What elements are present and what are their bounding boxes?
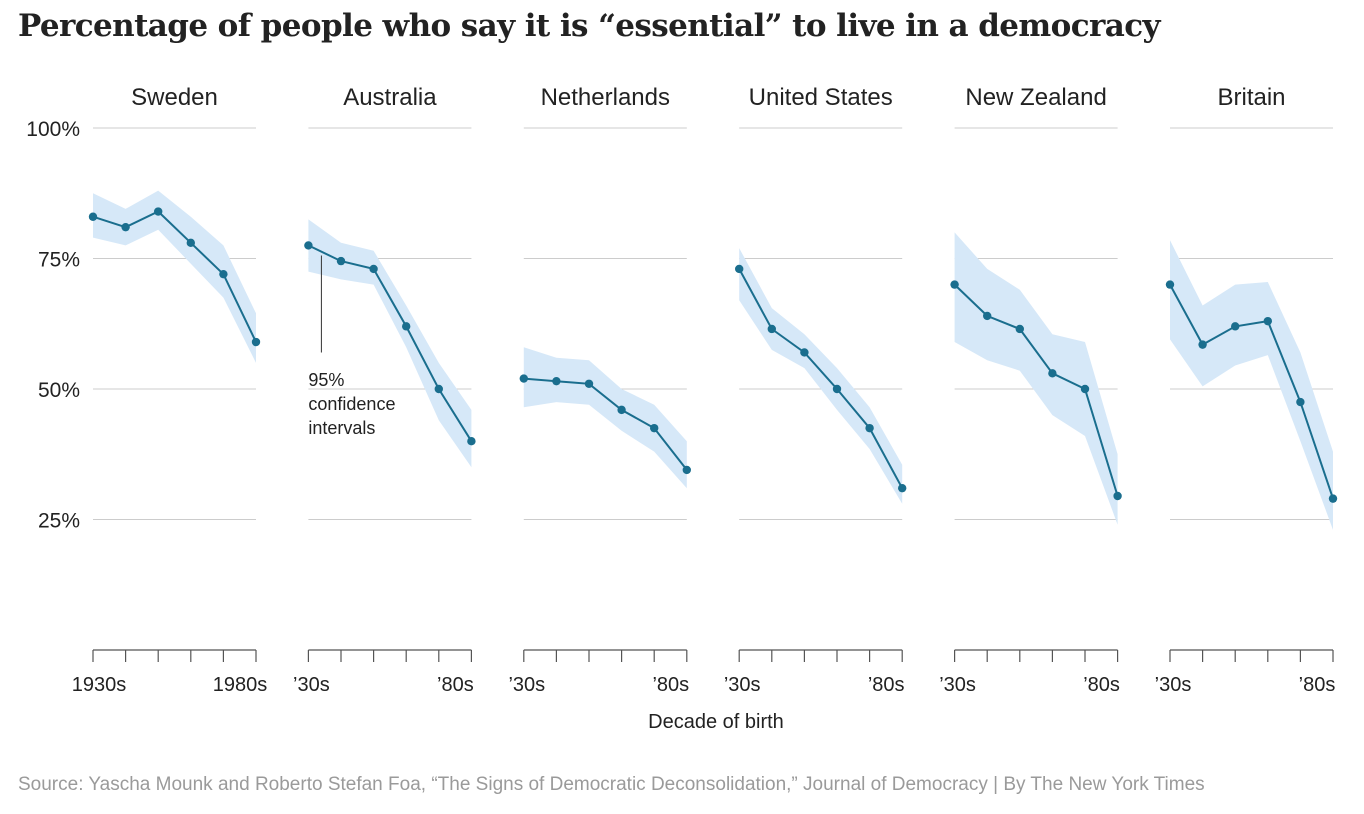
data-point-united-states: [767, 324, 776, 334]
series-line-new-zealand: [953, 283, 1119, 497]
data-point-sweden: [251, 337, 261, 347]
x-tick-label: ’30s: [293, 674, 330, 696]
series-line-australia: [307, 244, 473, 442]
confidence-band-new-zealand: [954, 232, 1118, 525]
data-point-sweden: [219, 269, 228, 279]
data-point-new-zealand: [950, 280, 959, 289]
confidence-band-britain: [1170, 240, 1333, 530]
x-tick-label: ’30s: [724, 674, 761, 696]
panel-title-netherlands: Netherlands: [541, 84, 670, 111]
y-tick-label: 25%: [38, 510, 80, 533]
data-point-britain: [1296, 397, 1305, 407]
confidence-band-australia: [308, 219, 472, 468]
panel-title-sweden: Sweden: [131, 84, 218, 111]
data-point-netherlands: [650, 423, 659, 433]
series-line-sweden: [92, 210, 257, 343]
data-point-new-zealand: [1015, 324, 1024, 334]
confidence-band-sweden: [93, 190, 256, 363]
x-tick-label: ’80s: [1299, 674, 1336, 696]
y-tick-label: 75%: [38, 249, 80, 272]
x-tick-label: 1980s: [213, 674, 268, 696]
y-tick-label: 50%: [38, 379, 80, 402]
x-tick-label: ’80s: [437, 674, 474, 696]
data-point-sweden: [88, 212, 98, 221]
data-point-australia: [336, 256, 346, 266]
confidence-band-netherlands: [523, 347, 687, 489]
data-point-australia: [304, 241, 313, 250]
y-tick-label: 100%: [26, 118, 80, 141]
data-point-united-states: [898, 483, 907, 493]
data-point-britain: [1263, 316, 1273, 326]
x-axis-title: Decade of birth: [648, 711, 784, 733]
panel-title-australia: Australia: [343, 84, 437, 111]
panel-title-united-states: United States: [749, 84, 893, 111]
data-point-sweden: [186, 238, 195, 248]
series-line-netherlands: [523, 377, 688, 471]
x-tick-label: ’30s: [1155, 674, 1192, 696]
data-point-australia: [402, 322, 411, 331]
data-point-new-zealand: [1113, 491, 1122, 501]
data-point-britain: [1198, 340, 1207, 349]
panel-title-new-zealand: New Zealand: [965, 84, 1106, 111]
data-point-new-zealand: [1080, 384, 1090, 394]
data-point-united-states: [800, 348, 809, 357]
confidence-band-united-states: [739, 248, 903, 504]
data-point-netherlands: [617, 405, 626, 415]
x-tick-label: ’30s: [939, 674, 976, 696]
data-point-sweden: [121, 222, 130, 232]
data-point-australia: [467, 437, 476, 446]
x-tick-label: ’80s: [652, 674, 689, 696]
data-point-new-zealand: [983, 311, 992, 321]
x-tick-label: ’80s: [1083, 674, 1120, 696]
data-point-britain: [1165, 280, 1175, 289]
data-point-new-zealand: [1048, 369, 1057, 378]
data-point-australia: [434, 384, 443, 394]
data-point-united-states: [865, 423, 874, 433]
annotation-text: 95%: [308, 370, 344, 390]
data-point-netherlands: [519, 374, 528, 383]
data-point-netherlands: [682, 465, 691, 475]
data-point-australia: [369, 264, 378, 274]
data-point-britain: [1328, 494, 1338, 503]
chart-title: Percentage of people who say it is “esse…: [18, 8, 1160, 44]
source-note: Source: Yascha Mounk and Roberto Stefan …: [18, 774, 1205, 795]
annotation-text: intervals: [308, 418, 375, 438]
data-point-netherlands: [552, 376, 561, 386]
series-line-britain: [1169, 284, 1334, 499]
data-point-united-states: [832, 384, 842, 394]
data-point-netherlands: [584, 379, 594, 388]
panel-title-britain: Britain: [1217, 84, 1285, 111]
x-tick-label: 1930s: [72, 674, 127, 696]
x-tick-label: ’30s: [508, 674, 545, 696]
series-line-united-states: [738, 268, 904, 489]
x-tick-label: ’80s: [868, 674, 905, 696]
annotation-text: confidence: [308, 394, 395, 414]
data-point-britain: [1231, 322, 1240, 331]
data-point-sweden: [154, 207, 163, 216]
data-point-united-states: [735, 264, 744, 274]
